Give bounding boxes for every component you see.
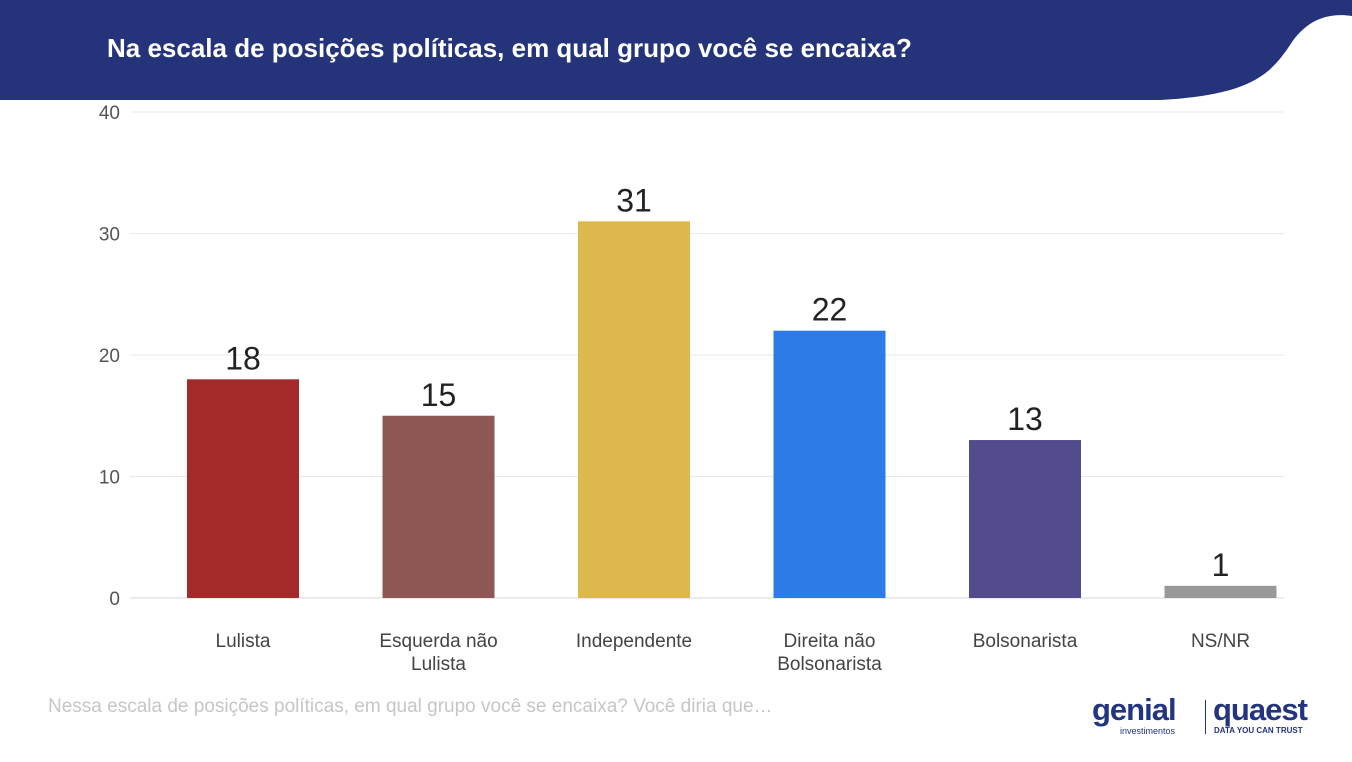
x-tick-label: Esquerda não (379, 631, 497, 652)
x-tick-label: Independente (576, 631, 692, 652)
genial-logo: genial (1092, 692, 1177, 727)
logo-divider (1205, 700, 1206, 734)
y-tick-label: 20 (99, 346, 120, 367)
x-tick-label: Direita não (784, 631, 876, 652)
y-tick-label: 40 (99, 103, 120, 124)
bar (382, 415, 495, 598)
quaest-logo: quaest (1213, 692, 1308, 727)
data-label: 15 (421, 377, 457, 413)
bar (187, 379, 299, 598)
y-tick-label: 10 (99, 468, 120, 489)
x-tick-label: Lulista (411, 654, 466, 675)
data-label: 13 (1007, 401, 1043, 437)
bar (969, 440, 1081, 598)
data-label: 18 (225, 340, 261, 376)
data-label: 22 (812, 292, 848, 328)
bar (1164, 585, 1277, 598)
bar (773, 330, 886, 598)
y-tick-label: 0 (109, 589, 120, 610)
footnote: Nessa escala de posições políticas, em q… (48, 696, 773, 717)
header-shape (0, 0, 1352, 100)
x-tick-label: Lulista (216, 631, 271, 652)
header-banner: Na escala de posições políticas, em qual… (0, 0, 1352, 100)
data-label: 31 (616, 182, 652, 218)
y-tick-label: 30 (99, 225, 120, 246)
x-tick-label: Bolsonarista (973, 631, 1078, 652)
genial-logo-subtitle: investimentos (1120, 726, 1176, 736)
x-tick-label: NS/NR (1191, 631, 1250, 652)
quaest-logo-subtitle: DATA YOU CAN TRUST (1214, 726, 1303, 735)
page-title: Na escala de posições políticas, em qual… (107, 33, 912, 63)
data-label: 1 (1212, 547, 1230, 583)
bar (578, 221, 690, 598)
x-tick-label: Bolsonarista (777, 654, 882, 675)
